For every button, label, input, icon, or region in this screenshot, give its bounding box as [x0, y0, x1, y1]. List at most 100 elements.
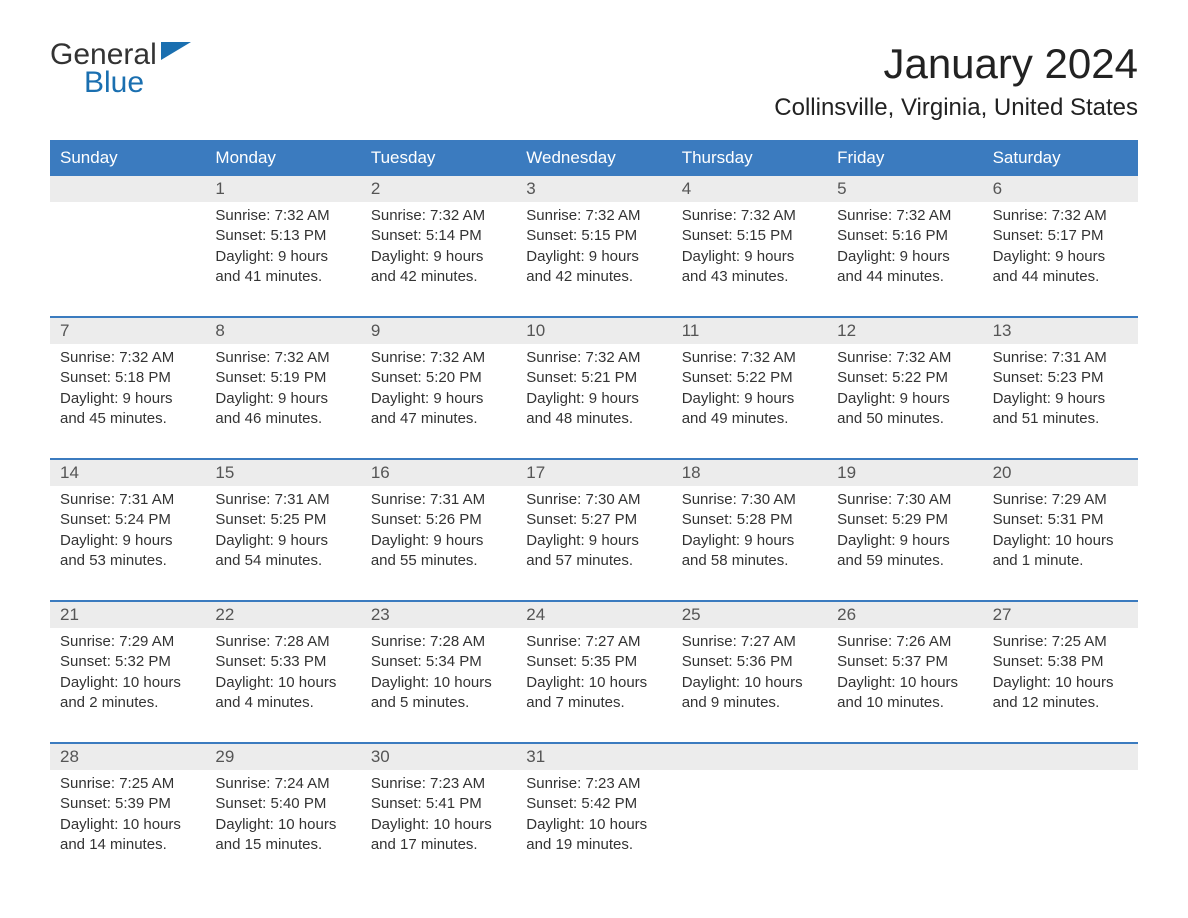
- sunset-line: Sunset: 5:36 PM: [682, 652, 817, 672]
- day-number-row: 14151617181920: [50, 460, 1138, 486]
- calendar-cell: Sunrise: 7:32 AMSunset: 5:21 PMDaylight:…: [516, 344, 671, 440]
- sunrise-line: Sunrise: 7:29 AM: [993, 490, 1128, 510]
- daylight-line: and 15 minutes.: [215, 835, 350, 855]
- daylight-line: Daylight: 10 hours: [60, 815, 195, 835]
- sunrise-line: Sunrise: 7:25 AM: [60, 774, 195, 794]
- sunrise-line: Sunrise: 7:32 AM: [215, 206, 350, 226]
- daylight-line: and 10 minutes.: [837, 693, 972, 713]
- daylight-line: and 44 minutes.: [993, 267, 1128, 287]
- day-number: 1: [205, 176, 360, 202]
- sunset-line: Sunset: 5:35 PM: [526, 652, 661, 672]
- sunset-line: Sunset: 5:31 PM: [993, 510, 1128, 530]
- sunset-line: Sunset: 5:17 PM: [993, 226, 1128, 246]
- calendar-cell: [50, 202, 205, 298]
- calendar-cell: Sunrise: 7:32 AMSunset: 5:15 PMDaylight:…: [672, 202, 827, 298]
- calendar-cell: Sunrise: 7:32 AMSunset: 5:13 PMDaylight:…: [205, 202, 360, 298]
- weekday-monday: Monday: [205, 140, 360, 176]
- daylight-line: Daylight: 9 hours: [526, 389, 661, 409]
- daylight-line: Daylight: 9 hours: [371, 247, 506, 267]
- calendar: Sunday Monday Tuesday Wednesday Thursday…: [50, 140, 1138, 866]
- sunset-line: Sunset: 5:28 PM: [682, 510, 817, 530]
- sunrise-line: Sunrise: 7:28 AM: [371, 632, 506, 652]
- weekday-saturday: Saturday: [983, 140, 1138, 176]
- day-number: 30: [361, 744, 516, 770]
- daylight-line: and 43 minutes.: [682, 267, 817, 287]
- sunset-line: Sunset: 5:40 PM: [215, 794, 350, 814]
- daylight-line: Daylight: 9 hours: [682, 531, 817, 551]
- calendar-cell: Sunrise: 7:29 AMSunset: 5:31 PMDaylight:…: [983, 486, 1138, 582]
- calendar-cell: Sunrise: 7:29 AMSunset: 5:32 PMDaylight:…: [50, 628, 205, 724]
- sunset-line: Sunset: 5:21 PM: [526, 368, 661, 388]
- sunrise-line: Sunrise: 7:27 AM: [526, 632, 661, 652]
- calendar-cell: Sunrise: 7:31 AMSunset: 5:24 PMDaylight:…: [50, 486, 205, 582]
- calendar-cell: Sunrise: 7:23 AMSunset: 5:41 PMDaylight:…: [361, 770, 516, 866]
- daylight-line: Daylight: 9 hours: [215, 247, 350, 267]
- day-number: 11: [672, 318, 827, 344]
- daylight-line: and 19 minutes.: [526, 835, 661, 855]
- daylight-line: Daylight: 10 hours: [215, 815, 350, 835]
- day-number-row: 21222324252627: [50, 602, 1138, 628]
- sunset-line: Sunset: 5:15 PM: [682, 226, 817, 246]
- daylight-line: and 14 minutes.: [60, 835, 195, 855]
- sunrise-line: Sunrise: 7:30 AM: [682, 490, 817, 510]
- day-number: 10: [516, 318, 671, 344]
- day-number: 19: [827, 460, 982, 486]
- calendar-cell: Sunrise: 7:32 AMSunset: 5:22 PMDaylight:…: [672, 344, 827, 440]
- day-number: 7: [50, 318, 205, 344]
- sunrise-line: Sunrise: 7:32 AM: [993, 206, 1128, 226]
- sunset-line: Sunset: 5:18 PM: [60, 368, 195, 388]
- daylight-line: and 50 minutes.: [837, 409, 972, 429]
- daylight-line: and 9 minutes.: [682, 693, 817, 713]
- daylight-line: and 59 minutes.: [837, 551, 972, 571]
- sunset-line: Sunset: 5:13 PM: [215, 226, 350, 246]
- logo-text-blue: Blue: [50, 68, 191, 98]
- calendar-cell: [827, 770, 982, 866]
- day-number: 24: [516, 602, 671, 628]
- daylight-line: and 5 minutes.: [371, 693, 506, 713]
- day-number: 3: [516, 176, 671, 202]
- calendar-cell: Sunrise: 7:32 AMSunset: 5:16 PMDaylight:…: [827, 202, 982, 298]
- location: Collinsville, Virginia, United States: [774, 94, 1138, 122]
- daylight-line: Daylight: 10 hours: [526, 673, 661, 693]
- calendar-cell: Sunrise: 7:25 AMSunset: 5:39 PMDaylight:…: [50, 770, 205, 866]
- sunset-line: Sunset: 5:32 PM: [60, 652, 195, 672]
- sunset-line: Sunset: 5:37 PM: [837, 652, 972, 672]
- day-number: 18: [672, 460, 827, 486]
- daylight-line: and 2 minutes.: [60, 693, 195, 713]
- weekday-wednesday: Wednesday: [516, 140, 671, 176]
- daylight-line: and 49 minutes.: [682, 409, 817, 429]
- day-number: 4: [672, 176, 827, 202]
- daylight-line: Daylight: 9 hours: [371, 531, 506, 551]
- sunrise-line: Sunrise: 7:32 AM: [60, 348, 195, 368]
- calendar-cell: Sunrise: 7:31 AMSunset: 5:26 PMDaylight:…: [361, 486, 516, 582]
- daylight-line: Daylight: 9 hours: [371, 389, 506, 409]
- daylight-line: Daylight: 9 hours: [682, 389, 817, 409]
- sunrise-line: Sunrise: 7:32 AM: [526, 206, 661, 226]
- day-number: 6: [983, 176, 1138, 202]
- weeks-container: 123456Sunrise: 7:32 AMSunset: 5:13 PMDay…: [50, 176, 1138, 866]
- calendar-cell: Sunrise: 7:30 AMSunset: 5:29 PMDaylight:…: [827, 486, 982, 582]
- sunrise-line: Sunrise: 7:32 AM: [682, 348, 817, 368]
- calendar-cell: Sunrise: 7:28 AMSunset: 5:34 PMDaylight:…: [361, 628, 516, 724]
- calendar-cell: [672, 770, 827, 866]
- daylight-line: and 42 minutes.: [371, 267, 506, 287]
- calendar-cell: Sunrise: 7:27 AMSunset: 5:36 PMDaylight:…: [672, 628, 827, 724]
- day-number: 21: [50, 602, 205, 628]
- day-number: 12: [827, 318, 982, 344]
- daylight-line: and 53 minutes.: [60, 551, 195, 571]
- calendar-cell: Sunrise: 7:27 AMSunset: 5:35 PMDaylight:…: [516, 628, 671, 724]
- daylight-line: Daylight: 10 hours: [371, 673, 506, 693]
- day-number: 20: [983, 460, 1138, 486]
- sunrise-line: Sunrise: 7:32 AM: [837, 348, 972, 368]
- calendar-cell: Sunrise: 7:25 AMSunset: 5:38 PMDaylight:…: [983, 628, 1138, 724]
- sunrise-line: Sunrise: 7:28 AM: [215, 632, 350, 652]
- daylight-line: and 1 minute.: [993, 551, 1128, 571]
- daylight-line: and 48 minutes.: [526, 409, 661, 429]
- daylight-line: Daylight: 9 hours: [526, 247, 661, 267]
- day-number: 14: [50, 460, 205, 486]
- day-number: [827, 744, 982, 770]
- sunset-line: Sunset: 5:33 PM: [215, 652, 350, 672]
- calendar-cell: Sunrise: 7:26 AMSunset: 5:37 PMDaylight:…: [827, 628, 982, 724]
- calendar-cell: Sunrise: 7:32 AMSunset: 5:17 PMDaylight:…: [983, 202, 1138, 298]
- sunset-line: Sunset: 5:38 PM: [993, 652, 1128, 672]
